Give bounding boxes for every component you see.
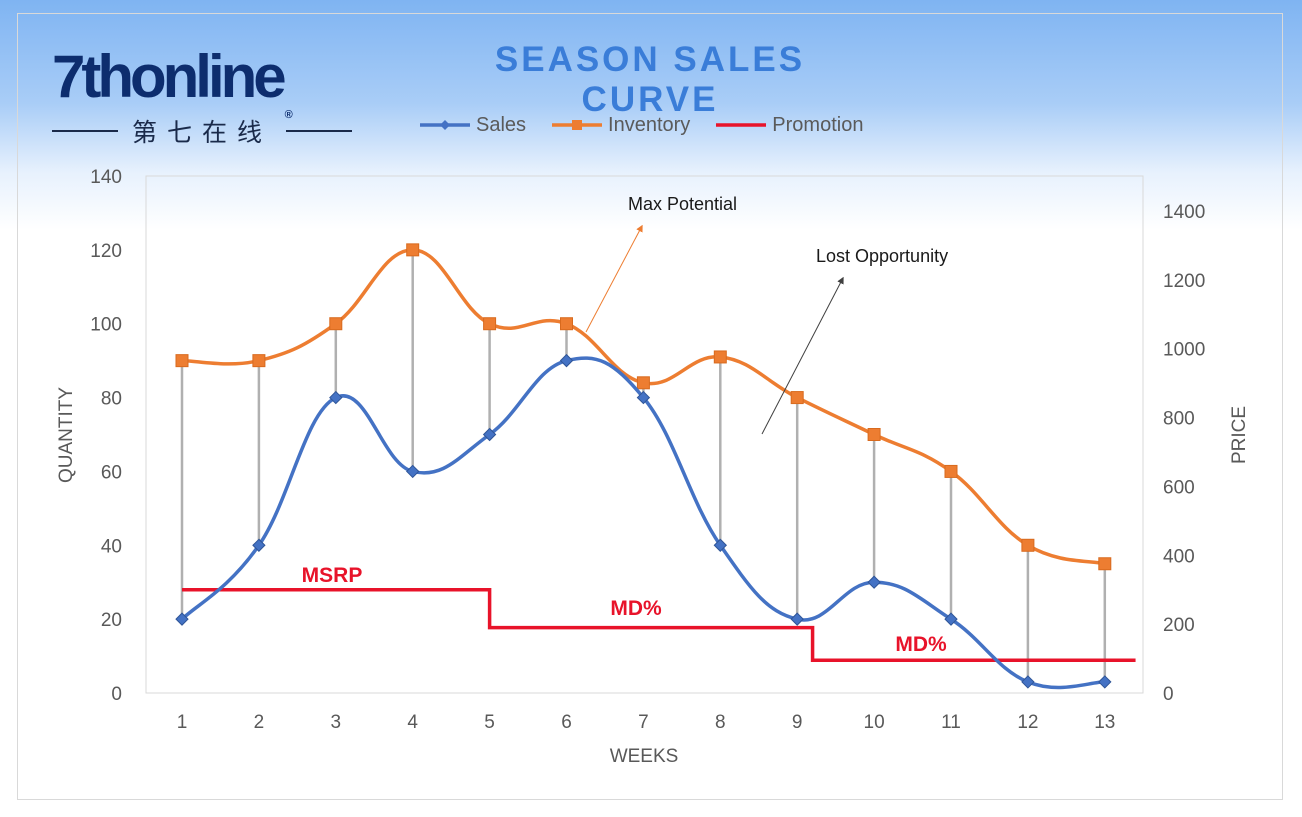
sales-marker — [1021, 675, 1035, 689]
promotion-label: MD% — [895, 633, 947, 656]
series-line-sales — [180, 356, 1105, 690]
y2-tick-label: 1000 — [1163, 340, 1205, 361]
sales-marker — [405, 464, 420, 479]
inventory-marker — [944, 464, 958, 478]
legend-item-promotion: Promotion — [714, 114, 863, 137]
lost-opportunity-arrow — [761, 276, 844, 435]
series-line-inventory — [181, 248, 1106, 566]
y2-tick-label: 400 — [1163, 546, 1195, 567]
legend-swatch — [716, 123, 767, 127]
sales-marker — [867, 575, 881, 589]
inventory-marker — [175, 354, 189, 368]
x-tick-label: 8 — [715, 712, 726, 733]
y2-tick-label: 800 — [1163, 409, 1195, 430]
inventory-marker — [636, 376, 650, 390]
logo-subtitle-row: 第七在线 — [52, 116, 352, 147]
logo-wordmark: 7thonline® — [52, 43, 293, 122]
logo-rule-right — [286, 130, 352, 132]
x-tick-label: 6 — [561, 712, 572, 733]
inventory-marker — [790, 391, 804, 405]
plot-area — [145, 175, 1144, 694]
y-tick-label: 20 — [101, 610, 122, 631]
x-tick-label: 11 — [941, 712, 961, 733]
y-axis-title: QUANTITY — [56, 387, 77, 483]
y-tick-label: 80 — [101, 389, 122, 410]
series-line-promotion — [182, 587, 1136, 663]
x-tick-label: 5 — [484, 712, 495, 733]
x-tick-label: 3 — [331, 712, 342, 733]
x-tick-label: 12 — [1017, 712, 1038, 733]
y2-tick-label: 200 — [1163, 615, 1195, 636]
sales-marker — [636, 390, 651, 405]
legend-label: Inventory — [608, 113, 691, 136]
y-tick-label: 60 — [101, 462, 122, 483]
x-tick-label: 4 — [407, 712, 418, 733]
inventory-marker — [1098, 557, 1112, 571]
inventory-marker — [713, 350, 727, 364]
promotion-label: MD% — [610, 597, 662, 620]
logo-text: 7thonline — [52, 43, 287, 110]
max-potential-arrow — [585, 224, 643, 333]
y-tick-label: 0 — [111, 684, 122, 705]
chart-frame — [17, 13, 1283, 800]
x-tick-label: 1 — [177, 712, 188, 733]
inventory-marker — [867, 428, 881, 441]
inventory-marker — [406, 243, 420, 257]
legend-swatch — [420, 120, 470, 130]
sales-marker — [329, 390, 343, 405]
header-background — [0, 0, 1302, 230]
y-tick-label: 40 — [101, 536, 122, 557]
annotation-lost-opportunity: Lost Opportunity — [816, 246, 948, 266]
x-tick-label: 10 — [864, 712, 885, 733]
sales-marker — [944, 612, 958, 626]
inventory-marker — [483, 317, 497, 331]
y2-tick-label: 1200 — [1163, 271, 1205, 292]
logo-rule-left — [52, 130, 118, 132]
promotion-label: MSRP — [302, 564, 363, 587]
sales-marker — [713, 538, 728, 552]
y2-tick-label: 1400 — [1163, 202, 1205, 223]
x-axis-title: WEEKS — [610, 746, 679, 767]
legend-item-sales: Sales — [418, 114, 526, 137]
legend-item-inventory: Inventory — [550, 114, 690, 137]
x-tick-label: 13 — [1094, 712, 1115, 733]
inventory-marker — [252, 354, 266, 368]
inventory-marker — [1021, 538, 1035, 552]
y-tick-label: 140 — [90, 167, 122, 188]
legend-swatch — [552, 120, 603, 130]
inventory-marker — [329, 317, 343, 331]
annotation-max-potential: Max Potential — [628, 194, 737, 214]
legend-label: Promotion — [772, 113, 864, 136]
sales-marker — [482, 427, 497, 442]
logo-subtitle: 第七在线 — [132, 118, 273, 147]
sales-marker — [559, 353, 574, 368]
x-tick-label: 7 — [638, 712, 649, 733]
y2-axis-title: PRICE — [1229, 406, 1250, 464]
y-tick-label: 120 — [90, 241, 122, 262]
sales-marker — [1098, 675, 1112, 689]
brand-logo: 7thonline® 第七在线 — [52, 46, 372, 156]
sales-marker — [252, 538, 266, 552]
y2-tick-label: 600 — [1163, 477, 1195, 498]
registered-mark: ® — [284, 109, 293, 121]
y2-tick-label: 0 — [1163, 684, 1174, 705]
legend-label: Sales — [476, 113, 527, 136]
sales-marker — [790, 612, 804, 626]
chart-title: SEASON SALES CURVE — [494, 40, 806, 119]
chart-legend: Sales Inventory Promotion — [418, 112, 863, 138]
x-tick-label: 2 — [254, 712, 265, 733]
y-tick-label: 100 — [90, 315, 122, 336]
sales-marker — [175, 612, 189, 626]
x-tick-label: 9 — [792, 712, 803, 733]
inventory-marker — [560, 317, 573, 331]
